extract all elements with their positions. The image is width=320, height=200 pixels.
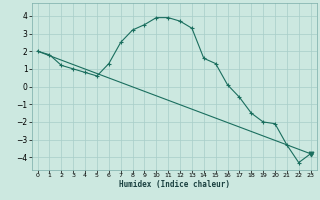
X-axis label: Humidex (Indice chaleur): Humidex (Indice chaleur) [119, 180, 230, 189]
